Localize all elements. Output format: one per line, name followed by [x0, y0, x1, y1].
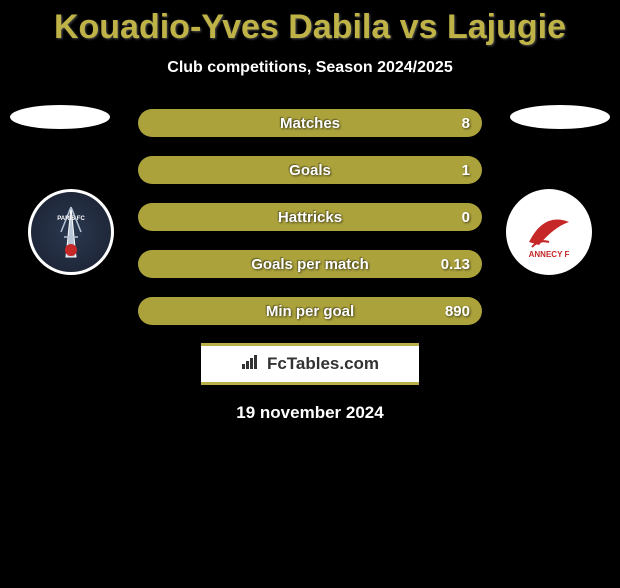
brand-box[interactable]: FcTables.com [201, 343, 419, 385]
stat-bar-goals: Goals 1 [138, 156, 482, 184]
annecy-fc-logo-icon: ANNECY F [514, 197, 584, 267]
stat-label: Goals per match [251, 256, 369, 273]
content-area: PARIS FC ANNECY F Matches 8 Goals 1 Hatt… [0, 109, 620, 423]
date-label: 19 november 2024 [0, 403, 620, 423]
club-logo-left: PARIS FC [28, 189, 114, 275]
stat-value: 1 [462, 162, 470, 179]
svg-text:ANNECY F: ANNECY F [529, 250, 570, 259]
stat-label: Min per goal [266, 303, 354, 320]
ellipse-right [510, 105, 610, 129]
stat-value: 8 [462, 115, 470, 132]
stat-label: Goals [289, 162, 331, 179]
ellipse-left [10, 105, 110, 129]
stat-bar-goals-per-match: Goals per match 0.13 [138, 250, 482, 278]
subtitle: Club competitions, Season 2024/2025 [0, 59, 620, 77]
page-title: Kouadio-Yves Dabila vs Lajugie [0, 8, 620, 47]
brand-label: FcTables.com [267, 354, 379, 374]
stat-label: Hattricks [278, 209, 342, 226]
stat-value: 0 [462, 209, 470, 226]
stat-value: 890 [445, 303, 470, 320]
club-logo-right: ANNECY F [506, 189, 592, 275]
stat-value: 0.13 [441, 256, 470, 273]
stat-bar-hattricks: Hattricks 0 [138, 203, 482, 231]
stat-bar-min-per-goal: Min per goal 890 [138, 297, 482, 325]
svg-text:PARIS FC: PARIS FC [57, 216, 85, 222]
stat-label: Matches [280, 115, 340, 132]
paris-fc-logo-icon: PARIS FC [46, 202, 96, 262]
chart-icon [241, 354, 261, 375]
stat-bar-matches: Matches 8 [138, 109, 482, 137]
